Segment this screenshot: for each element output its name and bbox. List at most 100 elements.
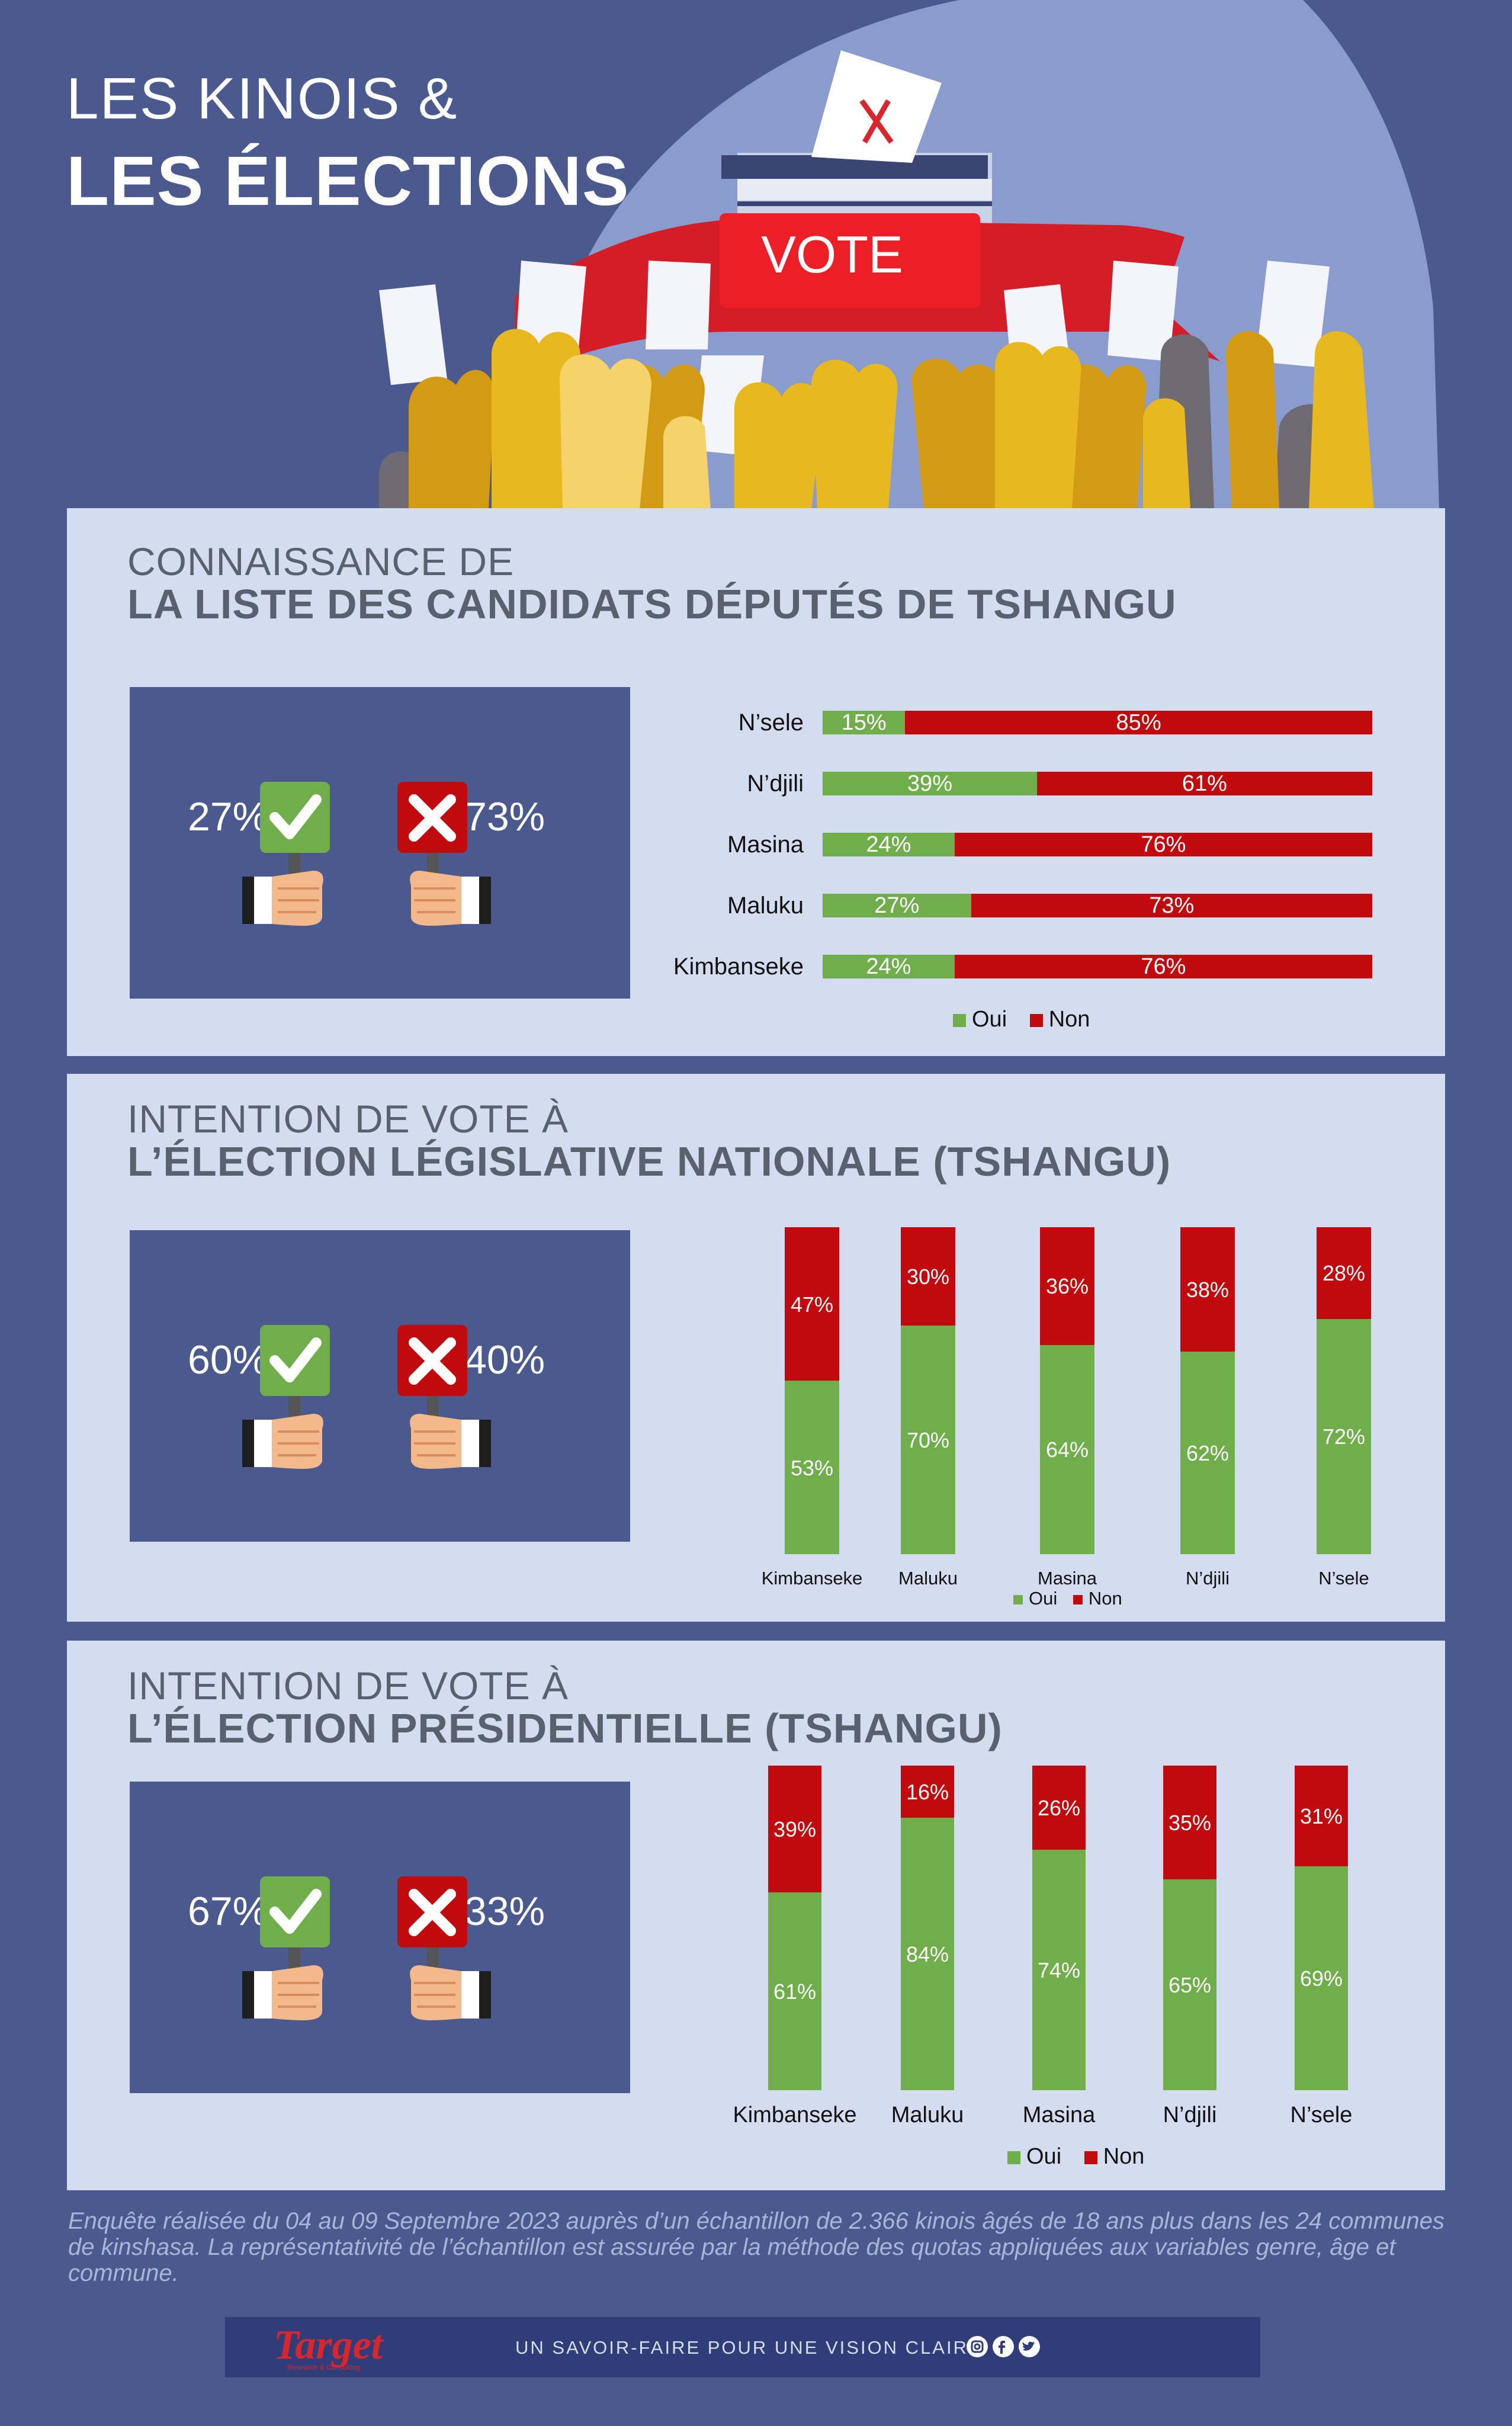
survey-footnote: Enquête réalisée du 04 au 09 Septembre 2… [68,2208,1444,2286]
section-presidential-intent: INTENTION DE VOTE À L’ÉLECTION PRÉSIDENT… [67,1641,1445,2190]
hbar-value-label: 76% [1141,832,1186,857]
section1-bar-chart: N’sele 15% 85% N’djili 39% 61% Masina 24% 76% Mal… [67,508,1445,1056]
hero-illustration: VOTE [379,0,1439,509]
vbar-segment-non [1040,1227,1094,1345]
hbar-value-label: 61% [1182,771,1227,796]
vbar-value-label: 74% [1037,1958,1081,1983]
vote-banner [515,213,1220,379]
vbar-category-label: N’sele [1290,2103,1353,2127]
hbar-category-label: Maluku [727,893,804,919]
target-logo: Target [274,2322,383,2368]
footer-tagline: UN SAVOIR-FAIRE POUR UNE VISION CLAIRE [515,2337,983,2358]
vbar-segment-non [785,1227,839,1381]
hand-holding-sign-icon [410,1965,491,2020]
hand-holding-sign-icon [410,871,491,926]
vbar-value-label: 53% [790,1455,834,1480]
hbar-category-label: Kimbanseke [673,954,804,980]
section3-bar-chart: 39% 61% Kimbanseke 16% 84% Maluku 26% 74% Masina… [67,1641,1445,2190]
section3-title-line2: L’ÉLECTION PRÉSIDENTIELLE (TSHANGU) [127,1705,1003,1751]
hbar-segment-non: 85% [905,711,1372,734]
hbar-segment-oui: 15% [823,711,906,734]
page-title-line1: LES KINOIS & [66,66,458,131]
hbar-value-label: 27% [874,893,920,918]
vbar-value-label: 26% [1037,1796,1081,1821]
vbar-segment-oui [768,1892,821,2090]
hand-holding-sign-icon [242,1965,323,2020]
vbar-segment-oui [901,1817,954,2090]
vbar-value-label: 36% [1045,1274,1089,1299]
vbar-segment-oui [1180,1351,1235,1554]
section1-summary-box: 27% 73% [130,687,630,999]
vbar-category-label: Kimbanseke [761,1568,863,1589]
vbar-value-label: 65% [1168,1972,1212,1997]
section-candidate-knowledge: CONNAISSANCE DE LA LISTE DES CANDIDATS D… [67,508,1445,1056]
vbar-segment-oui [1163,1879,1216,2090]
vbar-value-label: 64% [1045,1437,1089,1462]
hbar-segment-oui: 27% [823,894,971,917]
vbar-value-label: 39% [773,1817,817,1841]
section2-vote-signs [242,1325,491,1469]
vbar-segment-oui [1032,1850,1086,2090]
raised-hands [379,329,1374,509]
vbar-category-label: Maluku [891,2103,964,2127]
hbar-category-label: N’djili [747,771,804,797]
hbar-value-label: 85% [1116,710,1161,735]
vbar-category-label: N’sele [1318,1568,1369,1589]
vbar-value-label: 72% [1322,1424,1366,1449]
hand-holding-sign-icon [242,1414,323,1469]
vbar-segment-oui [1317,1318,1371,1554]
vbar-category-label: Masina [1038,1568,1097,1589]
section3-yes-pct: 67% [188,1889,269,1934]
section3-legend: Oui Non [1007,2144,1144,2170]
twitter-icon[interactable] [1019,2336,1040,2357]
vbar-category-label: Kimbanseke [733,2103,857,2127]
section1-no-pct: 73% [464,794,545,839]
vbar-value-label: 16% [906,1779,949,1804]
section2-bar-chart: 47% 53% Kimbanseke 30% 70% Maluku 36% 64% Masina… [67,1074,1445,1622]
hbar-segment-non: 61% [1036,771,1372,796]
vbar-category-label: N’djili [1185,1568,1230,1589]
section-legislative-intent: INTENTION DE VOTE À L’ÉLECTION LÉGISLATI… [67,1074,1445,1622]
vbar-segment-non [1032,1766,1086,1850]
facebook-icon[interactable] [993,2336,1014,2357]
section3-vote-signs [242,1876,491,2020]
hbar-category-label: N’sele [738,710,804,736]
vbar-value-label: 62% [1186,1440,1229,1465]
vbar-value-label: 28% [1322,1261,1366,1286]
vbar-category-label: Masina [1022,2103,1096,2127]
vbar-segment-non [1163,1766,1216,1879]
hbar-category-label: Masina [727,832,804,858]
hbar-segment-oui: 24% [823,955,955,978]
hbar-value-label: 76% [1141,954,1186,979]
section3-title-line1: INTENTION DE VOTE À [127,1664,569,1708]
section1-title-line2: LA LISTE DES CANDIDATS DÉPUTÉS DE TSHANG… [127,581,1177,627]
social-icons [967,2336,1040,2357]
hbar-segment-non: 76% [954,832,1372,857]
section2-title-line1: INTENTION DE VOTE À [127,1097,569,1141]
footer-bar: Target Research & Consulting UN SAVOIR-F… [225,2317,1260,2377]
hand-holding-sign-icon [242,871,323,926]
section2-legend: Oui Non [1013,1588,1122,1609]
vbar-value-label: 84% [906,1942,949,1966]
vbar-segment-oui [1295,1866,1348,2090]
instagram-icon[interactable] [967,2336,988,2357]
hbar-value-label: 39% [907,771,952,796]
vbar-value-label: 30% [906,1264,950,1289]
section3-summary-box: 67% 33% [130,1782,630,2093]
vbar-value-label: 61% [773,1979,817,2004]
hbar-value-label: 73% [1149,893,1195,918]
vbar-value-label: 70% [906,1427,950,1452]
hbar-segment-oui: 39% [823,772,1037,795]
vbar-segment-non [901,1227,955,1326]
vbar-segment-oui [901,1325,955,1554]
vbar-segment-oui [1040,1344,1094,1554]
section2-summary-box: 60% 40% [130,1230,630,1542]
vbar-segment-non [1180,1227,1235,1352]
hbar-value-label: 24% [866,954,911,979]
hbar-segment-non: 73% [971,894,1372,917]
hbar-segment-oui: 24% [823,833,955,856]
section2-no-pct: 40% [464,1337,545,1382]
vbar-segment-non [1295,1766,1348,1866]
vbar-value-label: 47% [790,1292,834,1317]
section2-yes-pct: 60% [188,1337,269,1382]
